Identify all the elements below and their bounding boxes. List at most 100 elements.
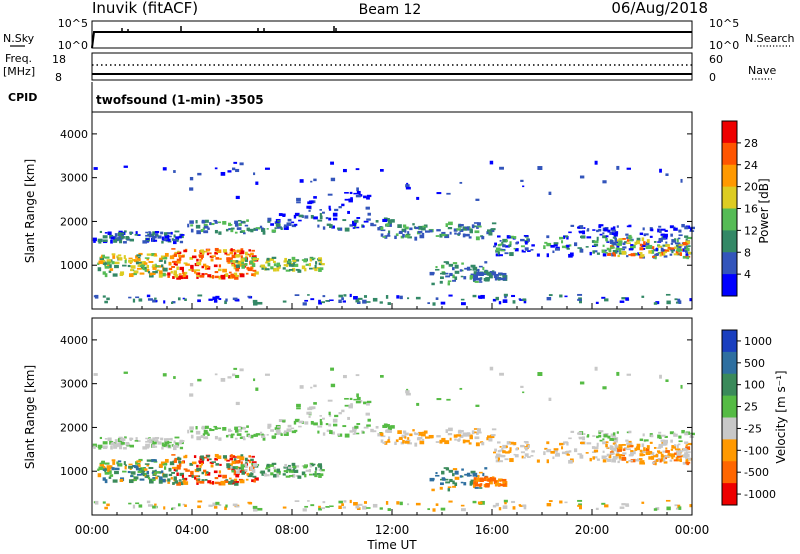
velocity-cell: [362, 505, 367, 510]
power-cell: [499, 274, 502, 276]
power-cell: [543, 245, 546, 250]
velocity-cell: [251, 469, 256, 474]
power-cell: [104, 232, 108, 234]
power-cell: [172, 240, 177, 245]
velocity-cell: [646, 445, 650, 449]
velocity-cell: [253, 479, 256, 483]
velocity-cell: [353, 398, 358, 401]
power-cell: [173, 262, 176, 266]
velocity-cell: [275, 429, 281, 433]
velocity-cell: [596, 442, 599, 447]
power-cell: [447, 227, 453, 230]
power-cell: [515, 242, 519, 245]
power-colorbar-label: Power [dB]: [757, 178, 771, 243]
power-cell: [231, 167, 236, 171]
velocity-cell: [429, 435, 433, 439]
power-cell: [496, 277, 502, 280]
velocity-cell: [253, 507, 258, 512]
power-cell: [462, 228, 468, 231]
velocity-cell: [350, 403, 353, 407]
power-cell: [235, 168, 240, 173]
power-cell: [304, 267, 307, 272]
velocity-cell: [164, 458, 169, 463]
velocity-cell: [287, 424, 292, 428]
velocity-cell: [162, 373, 167, 377]
power-cell: [445, 275, 451, 278]
power-cell: [148, 235, 153, 238]
velocity-cell: [394, 441, 397, 446]
velocity-cell: [283, 470, 289, 473]
power-cell: [429, 229, 433, 233]
power-cell: [112, 273, 118, 277]
power-cell: [422, 225, 427, 228]
power-cell: [280, 227, 283, 230]
power-cell: [659, 168, 662, 173]
velocity-cell: [628, 454, 634, 457]
velocity-cell: [285, 475, 291, 478]
velocity-cell: [225, 504, 228, 508]
power-cell: [322, 226, 326, 230]
power-cell: [231, 273, 234, 278]
power-cell: [330, 161, 335, 165]
velocity-cell: [328, 411, 331, 416]
power-cell: [190, 264, 194, 269]
power-cell: [106, 297, 110, 301]
velocity-cell: [273, 469, 277, 473]
velocity-cell: [607, 458, 611, 462]
power-cell: [610, 227, 615, 231]
velocity-cell: [349, 397, 353, 401]
power-cell: [460, 275, 464, 278]
velocity-cell: [613, 459, 617, 463]
power-cell: [215, 295, 220, 299]
power-cell: [592, 250, 595, 254]
power-cell: [158, 273, 163, 278]
power-cell: [512, 300, 516, 304]
power-cell: [93, 239, 96, 243]
power-cell: [514, 248, 519, 252]
velocity-cell: [107, 467, 111, 471]
power-cell: [626, 239, 630, 242]
velocity-cell: [151, 459, 156, 463]
power-cell: [405, 184, 410, 188]
power-cell: [362, 299, 367, 304]
velocity-cell: [301, 471, 306, 476]
velocity-cell: [553, 449, 558, 453]
velocity-cell: [384, 441, 388, 445]
velocity-cell: [208, 504, 213, 507]
power-cell: [171, 265, 175, 268]
velocity-cell: [161, 446, 164, 450]
velocity-cell: [626, 461, 629, 464]
power-cell: [312, 267, 317, 270]
power-cell: [490, 228, 495, 233]
power-cell: [214, 271, 219, 274]
power-cell: [177, 250, 180, 253]
power-cell: [118, 257, 123, 261]
velocity-cell: [420, 433, 426, 437]
velocity-cell: [639, 449, 643, 453]
power-cell: [270, 266, 274, 270]
power-cell: [147, 298, 153, 301]
power-cell: [459, 269, 463, 272]
velocity-cell: [232, 466, 238, 470]
velocity-cell: [659, 459, 662, 463]
velocity-cell: [140, 467, 146, 471]
velocity-cell: [271, 435, 277, 439]
power-cell: [207, 227, 210, 230]
velocity-cell: [280, 433, 283, 436]
power-cell: [282, 300, 287, 303]
power-cell: [420, 227, 426, 231]
power-cell: [454, 276, 458, 280]
power-cell: [338, 294, 343, 298]
x-tick-label: 08:00: [275, 523, 310, 537]
power-cell: [234, 220, 239, 225]
velocity-cell: [605, 458, 608, 460]
velocity-cell: [276, 468, 281, 473]
velocity-cell: [454, 438, 457, 441]
velocity-cell: [139, 478, 145, 481]
velocity-cell: [356, 393, 359, 398]
power-cell: [314, 264, 317, 269]
velocity-cell: [228, 428, 232, 433]
power-cell: [481, 273, 487, 276]
velocity-scatter: [92, 366, 695, 512]
velocity-cell: [126, 444, 131, 447]
